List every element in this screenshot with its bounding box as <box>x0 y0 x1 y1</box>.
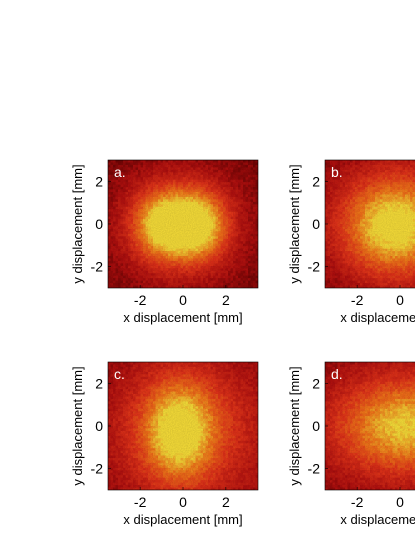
grain-overlay <box>108 160 258 288</box>
y-axis-label: y displacement [mm] <box>70 164 85 283</box>
x-axis-label: x displacement [mm] <box>123 310 242 325</box>
x-tick-label: -2 <box>134 292 147 308</box>
y-tick-label: -2 <box>91 259 104 275</box>
panel-label: a. <box>114 164 126 180</box>
x-tick-label: 0 <box>179 292 187 308</box>
y-tick-label: 0 <box>95 216 103 232</box>
y-tick-label: 2 <box>95 173 103 189</box>
heatmap-panel-a: a. -2 0 2 2 0 -2 x displacement [mm] y displacem… <box>70 160 259 325</box>
x-tick-label: 2 <box>222 292 230 308</box>
